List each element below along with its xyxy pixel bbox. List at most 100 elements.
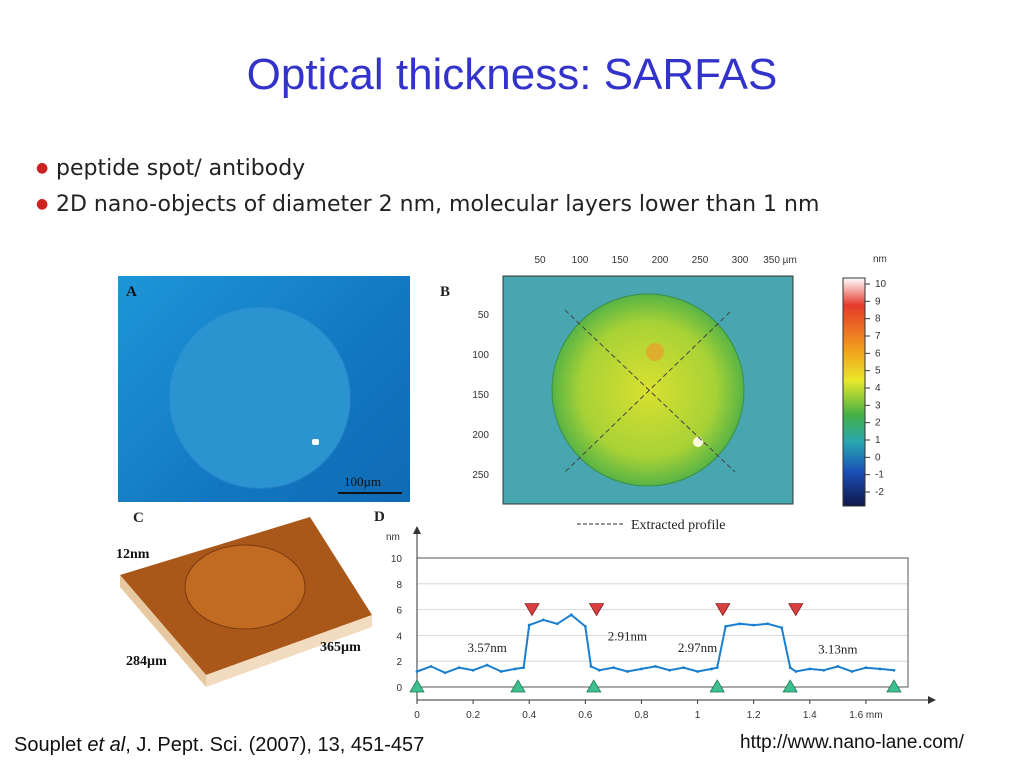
data-point: [808, 667, 812, 671]
bullet-item: ● 2D nano-objects of diameter 2 nm, mole…: [36, 186, 819, 222]
data-point: [555, 622, 559, 626]
surface-spot: [184, 544, 306, 630]
data-point: [752, 623, 756, 627]
data-point: [415, 670, 419, 673]
data-point: [569, 613, 573, 617]
data-point: [597, 668, 601, 672]
bullet-text: 2D nano-objects of diameter 2 nm, molecu…: [56, 191, 820, 217]
y-axis-label: 365µm: [320, 640, 361, 655]
bullet-dot-icon: ●: [36, 196, 49, 212]
panel-c: 12nm 284µm 365µm: [116, 517, 372, 687]
base-marker: [782, 679, 798, 693]
top-marker: [524, 603, 540, 617]
data-point: [710, 667, 713, 671]
surface-side: [206, 615, 372, 687]
x-tick-label: 0.4: [522, 710, 536, 721]
x-axis-label: 284µm: [126, 654, 167, 669]
x-tick-label: 250: [692, 255, 709, 266]
bullet-list: ● peptide spot/ antibody ● 2D nano-objec…: [36, 150, 819, 222]
base-marker: [409, 679, 425, 693]
data-point: [822, 668, 826, 672]
y-tick-label: 0: [396, 683, 402, 694]
y-tick-label: 50: [478, 310, 490, 321]
source-url[interactable]: http://www.nano-lane.com/: [740, 732, 964, 753]
y-tick-label: 6: [396, 606, 402, 617]
data-point: [724, 624, 728, 628]
page-title: Optical thickness: SARFAS: [246, 50, 778, 99]
data-point: [715, 666, 719, 670]
data-point: [589, 664, 593, 668]
data-point: [485, 663, 489, 667]
bullet-item: ● peptide spot/ antibody: [36, 150, 819, 186]
data-point: [527, 623, 531, 627]
y-axis-arrow: [413, 526, 421, 534]
x-tick-label: 1.4: [803, 710, 817, 721]
surface-front: [120, 575, 206, 687]
data-point: [696, 670, 699, 673]
x-tick-label: 300: [732, 255, 749, 266]
step-height-label: 2.97nm: [678, 640, 717, 655]
citation: Souplet et al, J. Pept. Sci. (2007), 13,…: [14, 734, 424, 757]
y-ticks: 0 2 4 6 8 10: [391, 554, 403, 694]
base-marker: [886, 679, 902, 693]
panel-d-chart: nm 0 0.2 0.4 0.6 0.8 1 1.2 1.4 1.6 mm 0 2 4 6 8 10 3.…: [386, 526, 936, 721]
x-tick-label: 0.8: [635, 710, 649, 721]
bullet-dot-icon: ●: [36, 160, 49, 176]
step-height-label: 3.57nm: [467, 640, 506, 655]
base-marker: [586, 679, 602, 693]
bright-speck: [312, 439, 319, 445]
data-point: [836, 664, 840, 668]
data-point: [766, 622, 770, 626]
data-point: [429, 664, 433, 668]
colorbar-tick-label: 8: [875, 314, 881, 325]
profile-line: [564, 309, 736, 473]
data-point: [682, 666, 685, 670]
colorbar-tick-label: 0: [875, 452, 881, 463]
top-marker: [788, 603, 804, 617]
data-point: [738, 622, 742, 626]
colorbar: [842, 277, 866, 507]
step-height-label: 3.13nm: [818, 641, 857, 656]
white-speck: [693, 437, 703, 447]
data-point: [794, 670, 798, 673]
citation-rest: , J. Pept. Sci. (2007), 13, 451-457: [125, 734, 425, 756]
panel-a-label: A: [126, 284, 137, 300]
data-point: [640, 667, 643, 671]
step-height-label: 2.91nm: [608, 629, 647, 644]
data-point: [583, 624, 587, 628]
base-marker: [510, 679, 526, 693]
markers: [409, 603, 902, 693]
scale-bar: [338, 492, 402, 494]
panel-d-label: D: [374, 509, 385, 525]
x-tick-label: 50: [534, 255, 546, 266]
y-tick-label: 8: [396, 580, 402, 591]
data-point: [850, 670, 854, 673]
x-tick-label: 200: [652, 255, 669, 266]
spot-circle: [170, 308, 350, 488]
x-tick-label: 0: [414, 710, 420, 721]
profile-series: [415, 613, 896, 675]
data-point: [654, 664, 657, 668]
colorbar-unit: nm: [873, 254, 887, 265]
y-tick-label: 150: [472, 390, 489, 401]
z-axis-label: 12nm: [116, 547, 150, 562]
data-point: [522, 666, 526, 670]
colorbar-tick-label: 6: [875, 348, 881, 359]
legend-label: Extracted profile: [631, 518, 725, 533]
x-tick-label: 100: [572, 255, 589, 266]
y-tick-label: 4: [396, 631, 402, 642]
x-tick-label: 150: [612, 255, 629, 266]
panel-b-y-ticks: 50 100 150 200 250: [472, 310, 489, 481]
data-point: [788, 666, 792, 670]
hot-spot: [646, 343, 664, 361]
top-marker: [715, 603, 731, 617]
data-point: [471, 668, 475, 672]
grid: [416, 557, 909, 688]
data-point: [668, 668, 671, 672]
colorbar-tick-label: -2: [875, 487, 884, 498]
colorbar-tick-label: 9: [875, 296, 881, 307]
scale-bar-label: 100µm: [344, 474, 382, 489]
colorbar-tick-label: 4: [875, 383, 881, 394]
colorbar-tick-label: 3: [875, 400, 881, 411]
